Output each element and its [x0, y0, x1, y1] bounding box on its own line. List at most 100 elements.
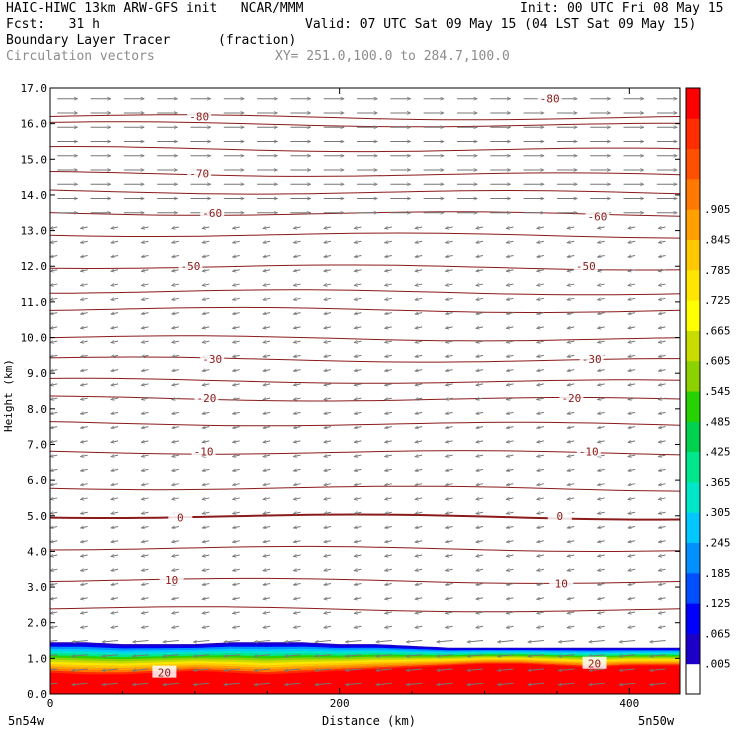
wind-vector [354, 270, 362, 272]
wind-vector [376, 641, 392, 643]
wind-vector [293, 341, 301, 343]
wind-vector [406, 669, 423, 671]
wind-vector [558, 683, 575, 685]
wind-vector [80, 612, 88, 614]
wind-vector [232, 227, 240, 229]
wind-vector [537, 512, 544, 514]
colorbar-swatch [686, 572, 700, 604]
wind-vector [385, 284, 392, 286]
wind-vector [445, 256, 453, 257]
wind-vector [506, 327, 514, 329]
contour-label: -70 [189, 168, 209, 181]
wind-vector [232, 441, 240, 443]
y-tick-label: 9.0 [27, 367, 47, 380]
temperature-contour [50, 114, 680, 121]
y-tick-label: 13.0 [21, 225, 48, 238]
wind-vector [628, 541, 636, 543]
temperature-contour [50, 121, 680, 128]
wind-vector [80, 598, 88, 600]
wind-vector [80, 569, 88, 571]
wind-vector [437, 683, 453, 685]
wind-vector [324, 355, 332, 357]
contour-label-bg [200, 351, 225, 364]
wind-vector [558, 641, 575, 643]
wind-vector [537, 355, 544, 357]
wind-vector [476, 626, 484, 628]
wind-vector [597, 227, 605, 229]
wind-vector [293, 313, 301, 315]
wind-vector [263, 327, 271, 329]
wind-vector [650, 641, 666, 643]
wind-vector [415, 612, 423, 614]
wind-vector [141, 569, 149, 571]
wind-vector [476, 455, 484, 457]
colorbar-label: .725 [704, 294, 731, 307]
wind-vector [567, 227, 575, 229]
wind-vector [506, 370, 514, 372]
wind-vector [232, 298, 240, 300]
wind-vector [506, 398, 514, 400]
wind-vector [385, 441, 392, 443]
wind-vector [263, 555, 271, 557]
wind-vector [263, 355, 271, 357]
temperature-contour [50, 606, 680, 613]
tracer-band [50, 663, 680, 694]
wind-vector [50, 498, 58, 500]
wind-vector [133, 669, 149, 671]
wind-vector [111, 555, 119, 557]
wind-vector [345, 669, 362, 671]
wind-vector [658, 569, 666, 571]
wind-vector [202, 284, 210, 286]
wind-vector [415, 484, 423, 486]
wind-vector [141, 484, 149, 486]
wind-vector [506, 569, 514, 571]
wind-vector [202, 612, 210, 614]
wind-vector [263, 484, 271, 486]
y-tick-label: 11.0 [21, 296, 48, 309]
contour-label-bg [187, 109, 212, 122]
contour-label: 20 [158, 667, 171, 680]
wind-vector [172, 498, 179, 500]
wind-vector [476, 313, 484, 315]
wind-vector [385, 612, 392, 614]
wind-vector [102, 641, 119, 643]
wind-vector [80, 384, 88, 386]
y-tick-label: 8.0 [27, 403, 47, 416]
plot-frame [49, 87, 681, 695]
colorbar-label: .485 [704, 415, 731, 428]
wind-vector [172, 526, 179, 528]
wind-vector [445, 583, 453, 585]
wind-vector [415, 541, 423, 543]
wind-vector [324, 298, 332, 300]
wind-vector [133, 655, 149, 657]
wind-vector [202, 441, 210, 443]
contour-label: -80 [189, 111, 209, 124]
wind-vector [324, 598, 332, 600]
wind-vector [445, 598, 453, 600]
wind-vector [111, 598, 119, 600]
wind-vector [111, 512, 119, 514]
contour-label-bg [187, 166, 212, 179]
wind-vector [528, 641, 544, 643]
wind-vector [141, 313, 149, 315]
wind-vector [172, 612, 179, 614]
wind-vector [232, 526, 240, 528]
wind-vector [537, 256, 544, 257]
wind-vector [385, 412, 392, 414]
wind-vector [476, 398, 484, 400]
wind-vector [415, 341, 423, 343]
wind-vector [293, 455, 301, 457]
contour-label: -10 [194, 446, 214, 459]
colorbar-swatch [686, 512, 700, 543]
wind-vector [354, 427, 362, 429]
wind-vector [202, 555, 210, 557]
wind-vector [80, 541, 88, 543]
wind-vector [50, 526, 58, 528]
wind-vector [193, 683, 210, 685]
wind-vector [597, 284, 605, 286]
wind-vector [293, 498, 301, 500]
wind-vector [172, 284, 179, 286]
wind-vector [498, 683, 514, 685]
wind-vector [133, 683, 149, 685]
wind-vector [445, 555, 453, 557]
